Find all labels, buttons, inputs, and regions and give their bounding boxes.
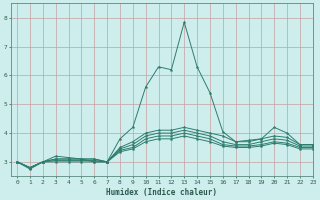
- X-axis label: Humidex (Indice chaleur): Humidex (Indice chaleur): [106, 188, 217, 197]
